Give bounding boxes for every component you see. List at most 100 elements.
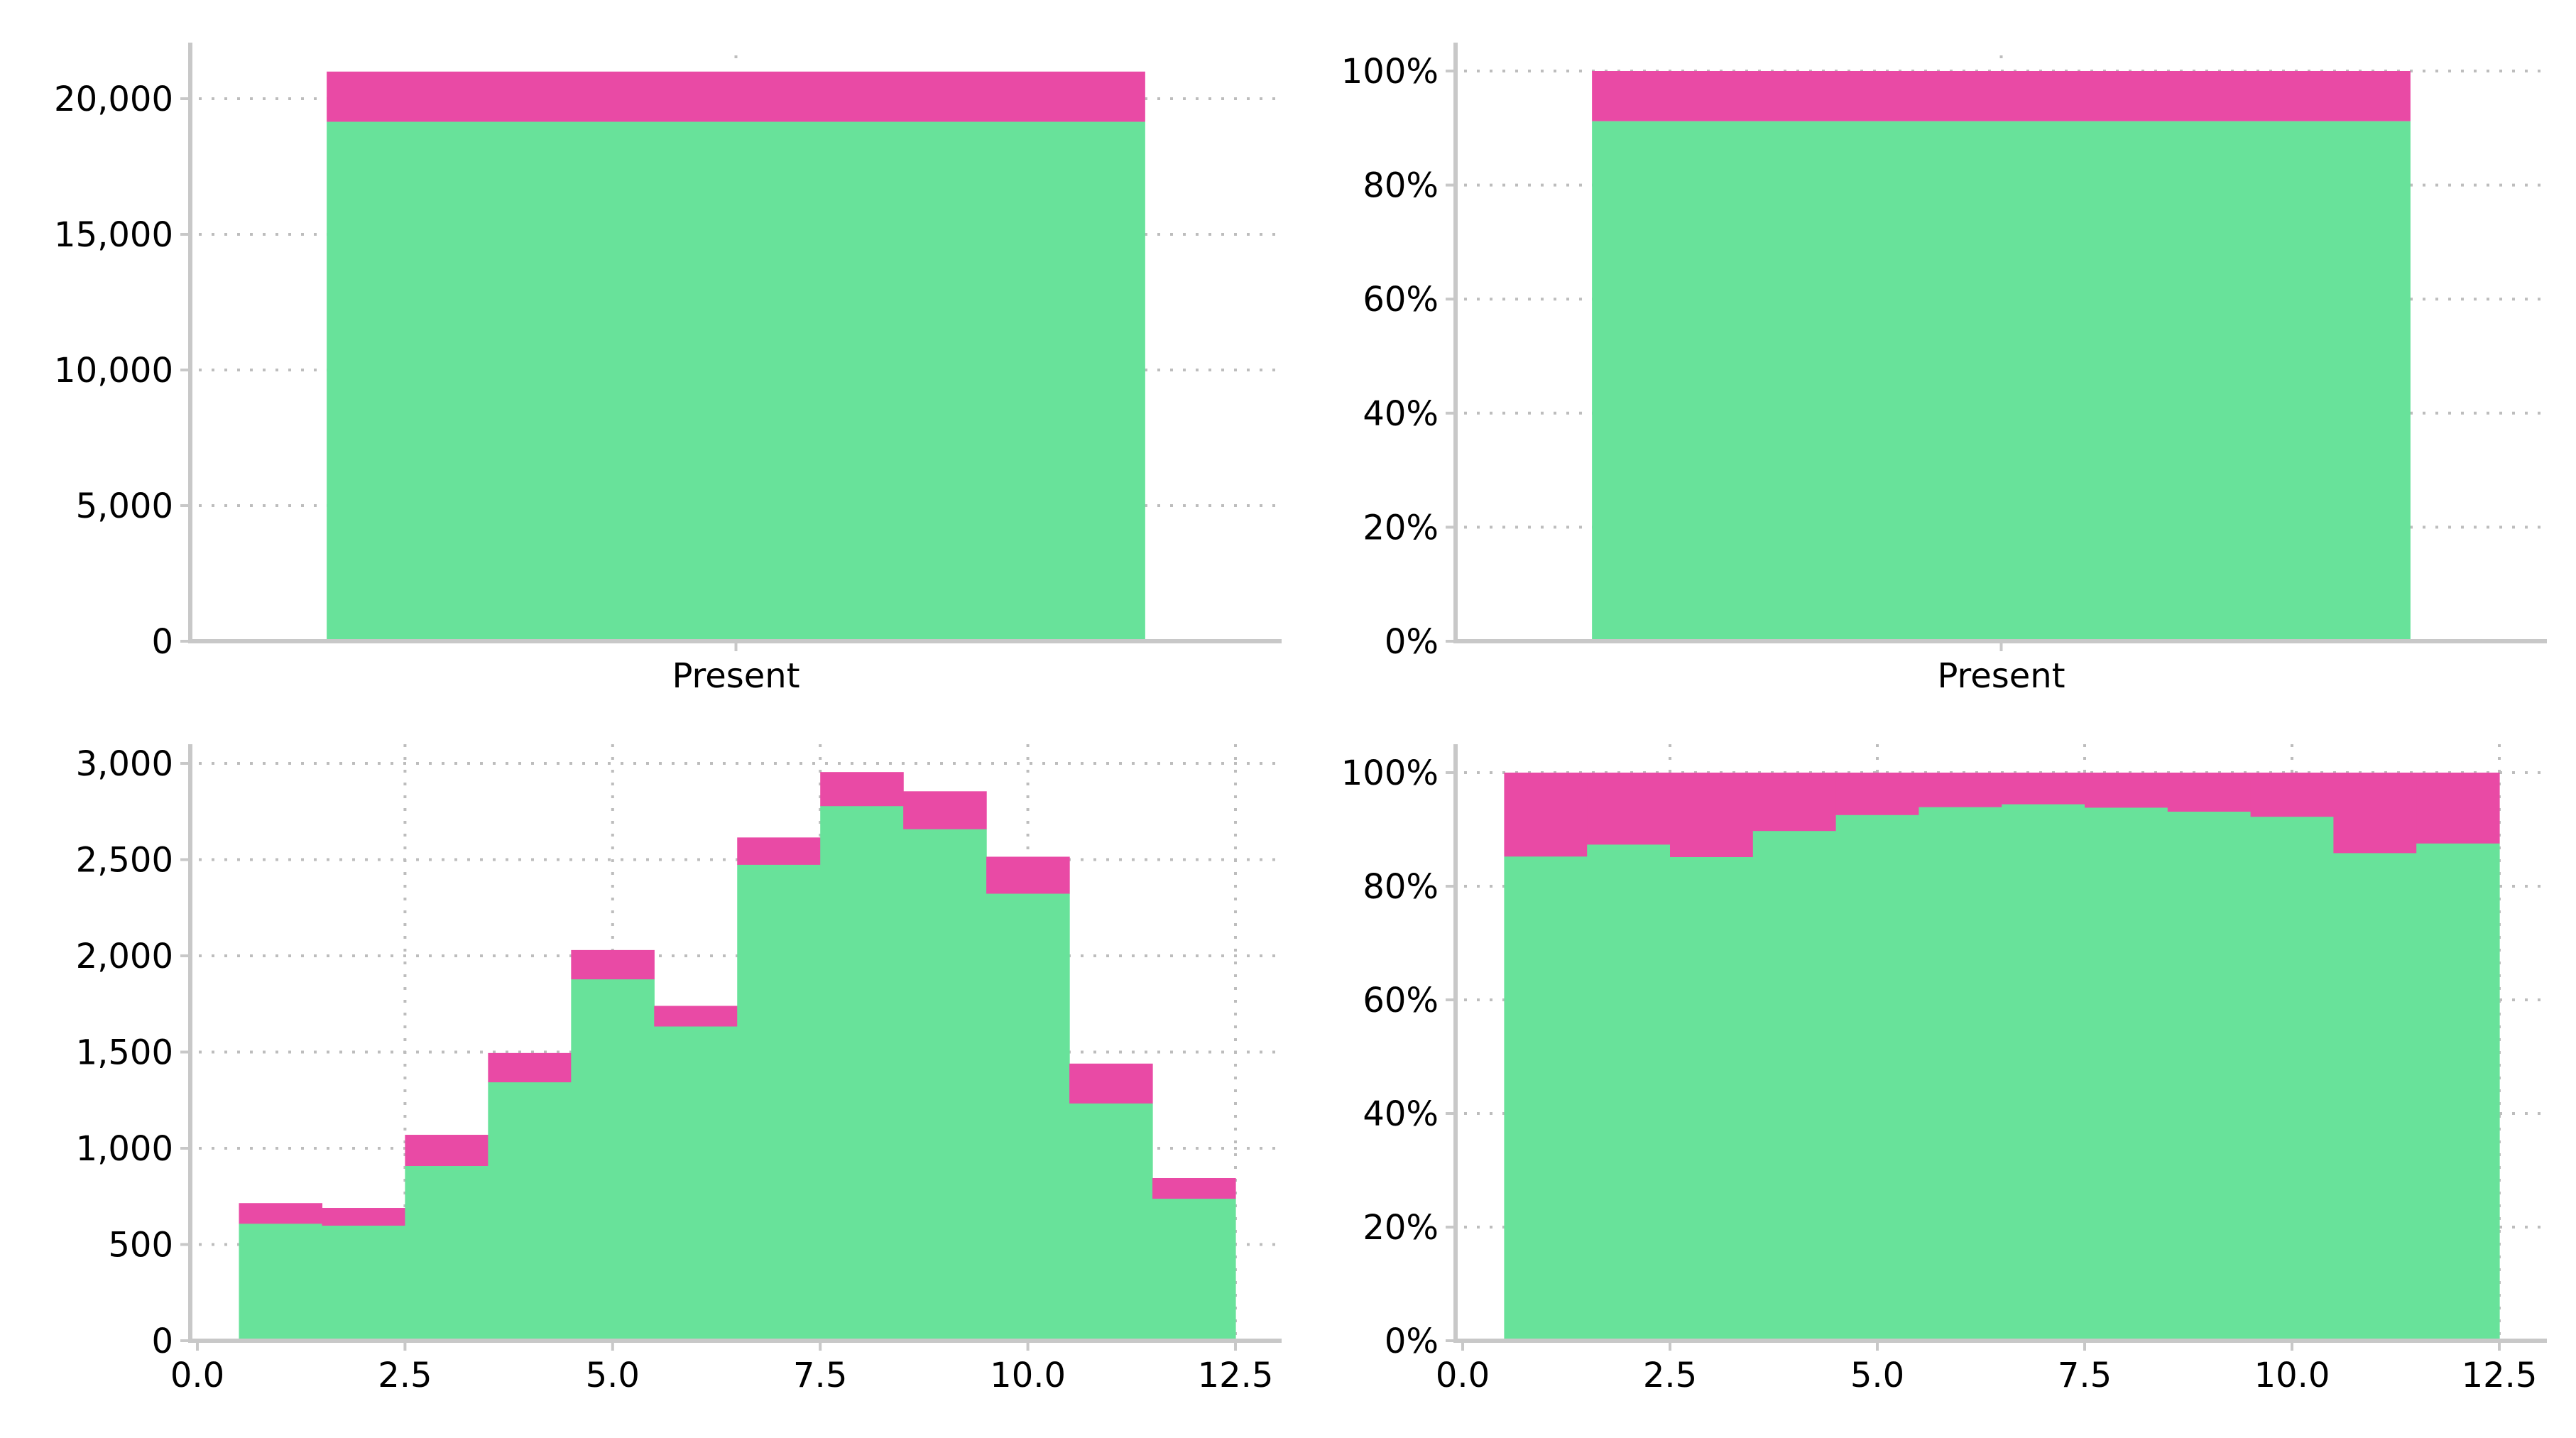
y-tick-label: 1,500	[76, 1033, 173, 1073]
y-tick-label: 80%	[1363, 867, 1439, 907]
bar-segment-2	[327, 71, 1145, 122]
x-tick-label: 7.5	[793, 1356, 847, 1395]
bar-segment-1	[1919, 807, 2002, 1341]
bar-segment-2	[1069, 1063, 1153, 1104]
bar-segment-2	[405, 1135, 489, 1166]
bar-segment-1	[2333, 852, 2417, 1341]
x-tick-label: 0.0	[170, 1356, 224, 1395]
y-tick-label: 1,000	[76, 1129, 173, 1169]
chart-panel-2: 0% 20% 40% 60% 80% 100% Present	[1341, 43, 2547, 696]
y-tick-label: 0%	[1385, 1322, 1439, 1361]
bar-segment-1	[322, 1225, 405, 1341]
bar-segment-1	[1152, 1198, 1236, 1341]
bar-segment-2	[903, 791, 987, 829]
bar-segment-1	[1592, 121, 2411, 641]
bar-segment-1	[239, 1223, 323, 1341]
bar-segment-2	[1919, 773, 2002, 807]
bar-segment-1	[2002, 804, 2085, 1341]
bar-segment-1	[1069, 1103, 1153, 1341]
bar-segment-2	[1504, 773, 1588, 857]
bar-segment-2	[322, 1208, 405, 1226]
y-tick-label: 20%	[1363, 508, 1439, 548]
bar-segment-2	[2333, 773, 2417, 854]
bar-segment-2	[1670, 773, 1754, 857]
y-tick-label: 40%	[1363, 1094, 1439, 1134]
y-tick-label: 2,500	[76, 841, 173, 881]
x-tick-label: 2.5	[378, 1356, 432, 1395]
y-tick-label: 2,000	[76, 937, 173, 976]
bar-segment-2	[488, 1052, 572, 1083]
bar-segment-1	[1504, 856, 1588, 1341]
chart-panel-3: 0 500 1,000 1,500 2,000 2,500 3,000 0.0 2.5 5.0 7.…	[76, 744, 1282, 1395]
x-tick-label: 12.5	[2462, 1356, 2538, 1395]
bar-segment-1	[2085, 807, 2168, 1341]
y-tick-label: 0%	[1385, 622, 1439, 662]
axes: 0 500 1,000 1,500 2,000 2,500 3,000 0.0 2.5 5.0 7.…	[76, 744, 1282, 1395]
axes: 0% 20% 40% 60% 80% 100% Present	[1341, 43, 2547, 696]
y-tick-label: 0	[151, 622, 173, 662]
y-tick-label: 3,000	[76, 744, 173, 784]
bar-segment-1	[1752, 830, 1837, 1341]
x-tick-label: Present	[672, 656, 799, 696]
bar-segment-2	[571, 949, 655, 980]
data-bars	[239, 772, 1236, 1341]
bar-segment-2	[239, 1203, 323, 1224]
bar-segment-1	[2250, 816, 2334, 1341]
data-bars	[1504, 773, 2500, 1341]
bar-segment-2	[2416, 773, 2500, 844]
y-tick-label: 10,000	[54, 351, 173, 391]
chart-panel-1: 0 5,000 10,000 15,000 20,000 Present	[54, 43, 1282, 696]
bar-segment-1	[2416, 843, 2500, 1341]
x-tick-label: 7.5	[2058, 1356, 2112, 1395]
axes: 0 5,000 10,000 15,000 20,000 Present	[54, 43, 1282, 696]
x-tick-label: 12.5	[1198, 1356, 1274, 1395]
bar-segment-2	[986, 856, 1070, 894]
bar-segment-1	[654, 1025, 738, 1341]
y-tick-label: 100%	[1341, 753, 1439, 793]
y-tick-label: 80%	[1363, 166, 1439, 206]
y-tick-label: 15,000	[54, 215, 173, 255]
bar-segment-2	[2002, 773, 2085, 805]
bar-segment-1	[488, 1082, 572, 1341]
bar-segment-2	[1752, 773, 1837, 832]
bar-segment-2	[1835, 773, 1919, 815]
y-tick-label: 20,000	[54, 80, 173, 119]
bar-segment-1	[405, 1165, 489, 1341]
bar-segment-1	[737, 864, 821, 1341]
y-tick-label: 500	[108, 1226, 173, 1265]
axes: 0% 20% 40% 60% 80% 100% 0.0 2.5 5.0 7.5 10.0 12.5	[1341, 744, 2547, 1395]
data-bars	[327, 71, 1145, 642]
bar-segment-2	[1152, 1178, 1236, 1199]
x-tick-label: 2.5	[1643, 1356, 1697, 1395]
chart-panel-4: 0% 20% 40% 60% 80% 100% 0.0 2.5 5.0 7.5 10.0 12.5	[1341, 744, 2547, 1395]
bar-segment-2	[2085, 773, 2168, 808]
bar-segment-2	[2167, 773, 2252, 812]
y-tick-label: 5,000	[76, 486, 173, 526]
y-tick-label: 0	[151, 1322, 173, 1361]
bar-segment-2	[654, 1006, 738, 1027]
x-tick-label: Present	[1937, 656, 2065, 696]
x-tick-label: 5.0	[586, 1356, 640, 1395]
bar-segment-1	[986, 893, 1070, 1341]
bar-segment-2	[1587, 773, 1671, 845]
bar-segment-1	[2167, 811, 2252, 1341]
bar-segment-1	[1835, 815, 1919, 1341]
bar-segment-1	[1587, 844, 1671, 1341]
y-tick-label: 100%	[1341, 52, 1439, 92]
x-tick-label: 5.0	[1850, 1356, 1904, 1395]
bar-segment-2	[820, 772, 904, 807]
bar-segment-2	[2250, 773, 2334, 817]
bar-segment-1	[327, 121, 1145, 642]
x-tick-label: 10.0	[990, 1356, 1066, 1395]
y-tick-label: 40%	[1363, 394, 1439, 434]
y-tick-label: 60%	[1363, 981, 1439, 1020]
y-tick-label: 60%	[1363, 280, 1439, 320]
data-bars	[1592, 71, 2411, 641]
bar-segment-2	[1592, 71, 2411, 121]
bar-segment-1	[571, 979, 655, 1341]
bar-segment-2	[737, 837, 821, 865]
bar-segment-1	[1670, 856, 1754, 1341]
bar-segment-1	[903, 829, 987, 1341]
